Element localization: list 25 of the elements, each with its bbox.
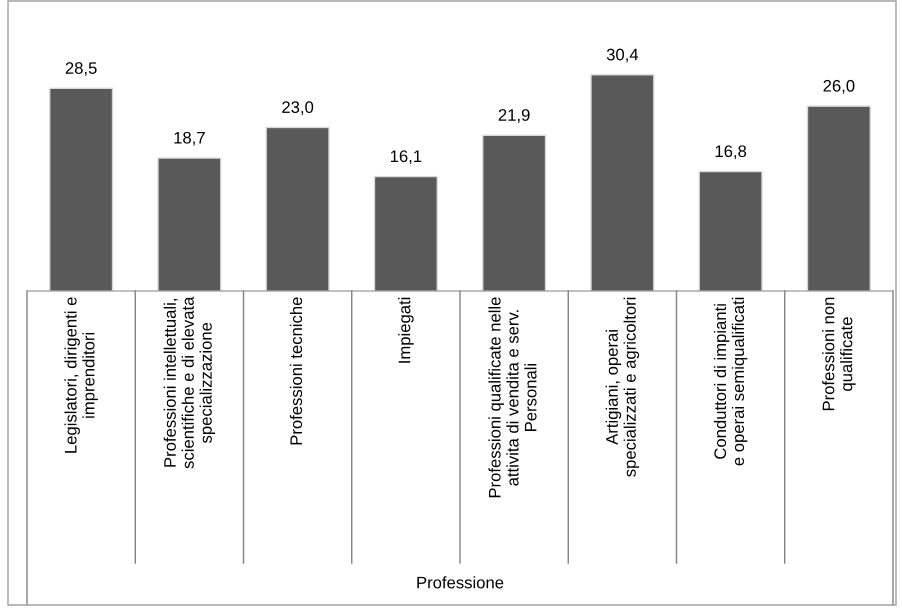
data-label: 16,1: [390, 150, 422, 164]
data-label: 26,0: [823, 80, 854, 94]
bar: [590, 74, 654, 291]
data-label: 18,7: [174, 132, 205, 146]
x-tick-label: Conduttori di impianti e operai semiqualificati: [714, 298, 748, 466]
x-tick-label: Artigiani, operai specializzati e agricoltori: [606, 298, 640, 477]
x-tick-label: Professioni qualificate nelle attivita di vendita e serv. Personali: [488, 297, 537, 498]
bar: [266, 126, 330, 291]
x-tick-label: Professioni non qualificate: [822, 298, 856, 410]
bar: [698, 170, 763, 291]
bar: [157, 157, 222, 291]
x-tick-label: Professioni intellettuali, scientifiche e di elevata specializzazione: [164, 296, 216, 468]
data-label: 21,9: [498, 109, 530, 123]
data-label: 28,5: [66, 62, 97, 76]
bar: [482, 134, 546, 291]
x-axis-title: Professione: [417, 576, 504, 588]
data-label: 23,0: [282, 101, 314, 116]
bar: [49, 88, 114, 291]
x-tick-label: Professioni tecniche: [290, 297, 302, 444]
x-tick-label: Impiegati: [398, 298, 414, 363]
data-label: 16,8: [716, 145, 746, 160]
data-label: 30,4: [606, 48, 638, 62]
bar: [806, 105, 871, 291]
x-tick-label: Legislatori, dirigenti e imprenditori: [64, 297, 98, 453]
bar: [374, 176, 438, 291]
